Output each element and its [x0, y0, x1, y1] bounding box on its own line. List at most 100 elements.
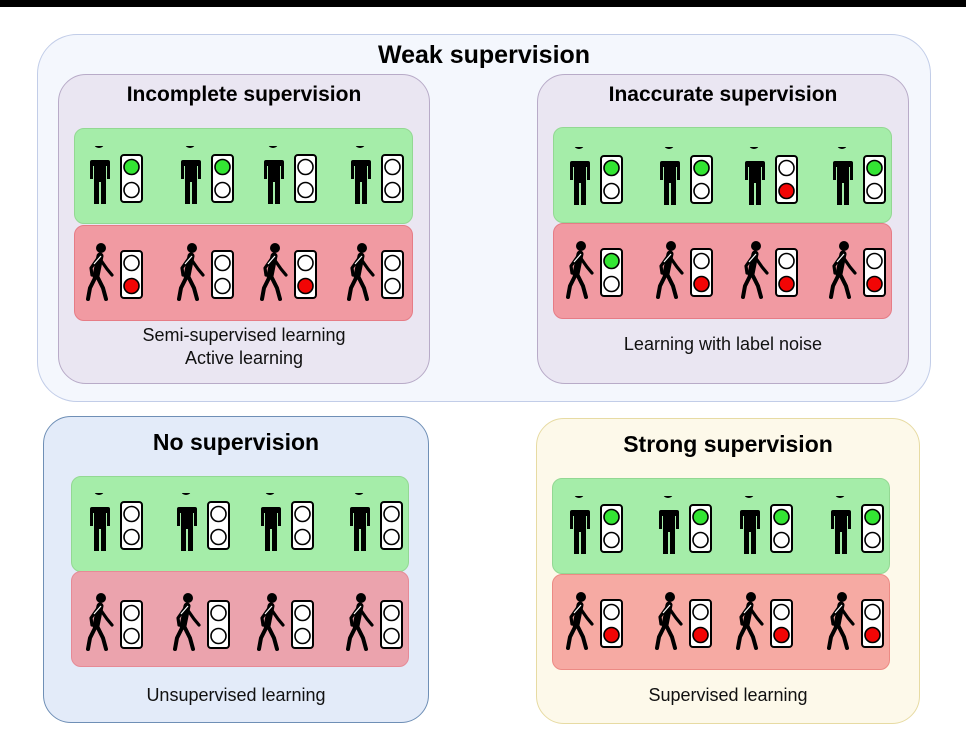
standing-pedestrian-icon — [570, 147, 590, 205]
pedestrian-signal-pair-walking — [172, 592, 232, 654]
pedestrian-signal-pair-walking — [565, 240, 625, 302]
pedestrian-signal-pair-standing — [345, 493, 405, 555]
traffic-light-icon — [380, 600, 403, 649]
pedestrian-signal-pair-standing — [176, 146, 236, 208]
incomplete-supervision-title: Incomplete supervision — [126, 83, 362, 106]
weak-supervision-title: Weak supervision — [377, 41, 591, 69]
traffic-light-icon — [120, 250, 143, 299]
pedestrian-signal-pair-walking — [740, 240, 800, 302]
traffic-light-icon — [600, 504, 623, 553]
standing-pedestrian-icon — [570, 496, 590, 554]
standing-pedestrian-icon — [833, 147, 853, 205]
walking-pedestrian-icon — [86, 243, 114, 301]
traffic-light-icon — [600, 248, 623, 297]
pedestrian-signal-pair-walking — [345, 592, 405, 654]
inaccurate-supervision-title: Inaccurate supervision — [608, 83, 838, 106]
no-supervision-caption: Unsupervised learning — [146, 685, 326, 705]
no-supervision-title: No supervision — [152, 429, 320, 455]
incomplete-caption-line1: Semi-supervised learning — [142, 325, 346, 345]
traffic-light-icon — [294, 250, 317, 299]
pedestrian-signal-pair-walking — [256, 592, 316, 654]
pedestrian-signal-pair-walking — [176, 242, 236, 304]
standing-pedestrian-icon — [745, 147, 765, 205]
traffic-light-icon — [863, 248, 886, 297]
pedestrian-signal-pair-standing — [565, 147, 625, 209]
walking-pedestrian-icon — [346, 593, 374, 651]
pedestrian-signal-pair-standing — [346, 146, 406, 208]
traffic-light-icon — [861, 504, 884, 553]
traffic-light-icon — [381, 154, 404, 203]
walking-pedestrian-icon — [656, 241, 684, 299]
pedestrian-signal-pair-standing — [740, 147, 800, 209]
traffic-light-icon — [690, 155, 713, 204]
traffic-light-icon — [294, 154, 317, 203]
pedestrian-signal-pair-walking — [655, 240, 715, 302]
incomplete-caption-line2: Active learning — [184, 348, 304, 368]
traffic-light-icon — [690, 248, 713, 297]
walking-pedestrian-icon — [86, 593, 114, 651]
pedestrian-signal-pair-standing — [256, 493, 316, 555]
pedestrian-signal-pair-standing — [85, 493, 145, 555]
traffic-light-icon — [600, 599, 623, 648]
strong-supervision-title: Strong supervision — [623, 431, 833, 457]
standing-pedestrian-icon — [350, 493, 370, 551]
standing-pedestrian-icon — [177, 493, 197, 551]
traffic-light-icon — [861, 599, 884, 648]
pedestrian-signal-pair-standing — [565, 496, 625, 558]
walking-pedestrian-icon — [736, 592, 764, 650]
pedestrian-signal-pair-walking — [654, 591, 714, 653]
traffic-light-icon — [770, 504, 793, 553]
walking-pedestrian-icon — [741, 241, 769, 299]
standing-pedestrian-icon — [831, 496, 851, 554]
walking-pedestrian-icon — [655, 592, 683, 650]
traffic-light-icon — [770, 599, 793, 648]
traffic-light-icon — [689, 599, 712, 648]
traffic-light-icon — [207, 600, 230, 649]
walking-pedestrian-icon — [566, 241, 594, 299]
walking-pedestrian-icon — [827, 592, 855, 650]
incomplete-supervision-panel: Incomplete supervision Semi-supervised l… — [58, 74, 430, 384]
no-supervision-panel: No supervision Unsupervised learning — [43, 416, 429, 723]
traffic-light-icon — [120, 600, 143, 649]
standing-pedestrian-icon — [90, 146, 110, 204]
pedestrian-signal-pair-standing — [259, 146, 319, 208]
walking-pedestrian-icon — [347, 243, 375, 301]
traffic-light-icon — [291, 600, 314, 649]
walking-pedestrian-icon — [566, 592, 594, 650]
walking-pedestrian-icon — [260, 243, 288, 301]
strong-supervision-panel: Strong supervision Supervised learning — [536, 418, 920, 724]
pedestrian-signal-pair-standing — [172, 493, 232, 555]
pedestrian-signal-pair-standing — [828, 147, 888, 209]
standing-pedestrian-icon — [264, 146, 284, 204]
standing-pedestrian-icon — [261, 493, 281, 551]
traffic-light-icon — [863, 155, 886, 204]
pedestrian-signal-pair-walking — [259, 242, 319, 304]
pedestrian-signal-pair-standing — [654, 496, 714, 558]
standing-pedestrian-icon — [351, 146, 371, 204]
pedestrian-signal-pair-walking — [85, 242, 145, 304]
traffic-light-icon — [775, 248, 798, 297]
pedestrian-signal-pair-walking — [85, 592, 145, 654]
pedestrian-signal-pair-walking — [735, 591, 795, 653]
traffic-light-icon — [211, 250, 234, 299]
traffic-light-icon — [211, 154, 234, 203]
traffic-light-icon — [291, 501, 314, 550]
pedestrian-signal-pair-walking — [828, 240, 888, 302]
traffic-light-icon — [775, 155, 798, 204]
standing-pedestrian-icon — [740, 496, 760, 554]
inaccurate-supervision-panel: Inaccurate supervision Learning with lab… — [537, 74, 909, 384]
walking-pedestrian-icon — [829, 241, 857, 299]
pedestrian-signal-pair-walking — [346, 242, 406, 304]
traffic-light-icon — [600, 155, 623, 204]
traffic-light-icon — [381, 250, 404, 299]
walking-pedestrian-icon — [257, 593, 285, 651]
walking-pedestrian-icon — [173, 593, 201, 651]
pedestrian-signal-pair-standing — [826, 496, 886, 558]
standing-pedestrian-icon — [181, 146, 201, 204]
top-border-line — [0, 0, 966, 7]
pedestrian-signal-pair-standing — [735, 496, 795, 558]
traffic-light-icon — [380, 501, 403, 550]
walking-pedestrian-icon — [177, 243, 205, 301]
strong-caption: Supervised learning — [648, 685, 808, 705]
